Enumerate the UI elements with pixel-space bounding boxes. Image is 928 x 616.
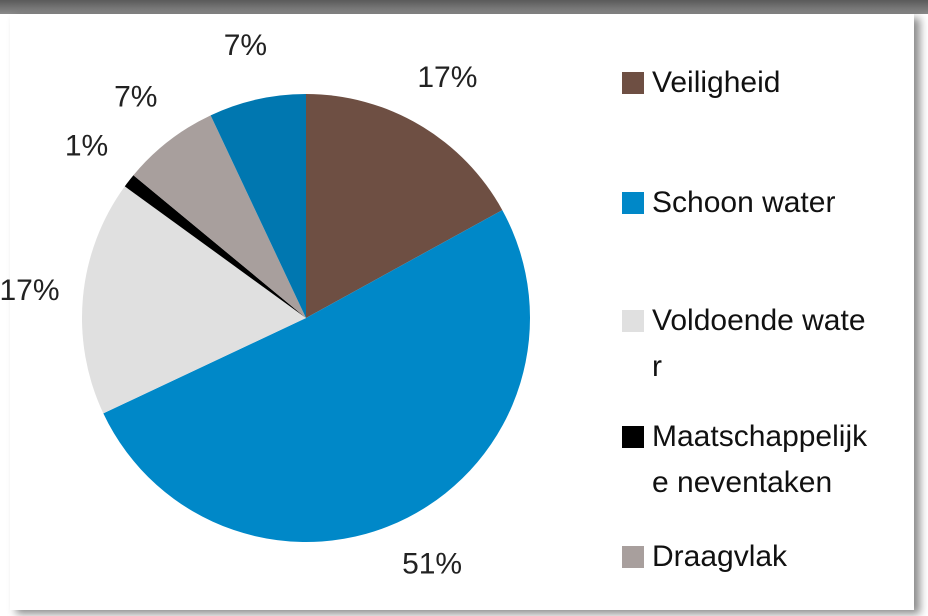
legend-swatch xyxy=(622,546,644,568)
pie-slice xyxy=(306,94,503,318)
data-label: 17% xyxy=(417,61,477,94)
data-label: 7% xyxy=(114,80,157,113)
pie-slice xyxy=(103,210,530,542)
legend-label: Veiligheid xyxy=(652,66,781,99)
legend-item: Draagvlak xyxy=(622,534,902,580)
legend-item: Schoon water xyxy=(622,180,902,226)
legend-swatch xyxy=(622,192,644,214)
pie-slice xyxy=(133,115,306,318)
data-label: 51% xyxy=(402,547,462,580)
legend-label: Voldoende water xyxy=(652,304,866,383)
legend-item: Voldoende water xyxy=(622,298,902,390)
data-label: 17% xyxy=(0,274,59,307)
legend-swatch xyxy=(622,310,644,332)
pie-slice xyxy=(210,94,306,318)
data-label: 1% xyxy=(65,130,108,163)
legend-item: Veiligheid xyxy=(622,60,902,106)
legend-swatch xyxy=(622,72,644,94)
legend-label: Maatschappelijke neventaken xyxy=(652,420,868,499)
pie-slice xyxy=(124,175,307,318)
legend-item: Maatschappelijke neventaken xyxy=(622,414,902,506)
legend-label: Schoon water xyxy=(652,186,836,219)
top-bar xyxy=(0,0,928,14)
pie-slice xyxy=(82,186,307,414)
legend-swatch xyxy=(622,426,644,448)
legend-label: Draagvlak xyxy=(652,540,788,573)
data-label: 7% xyxy=(224,29,267,62)
